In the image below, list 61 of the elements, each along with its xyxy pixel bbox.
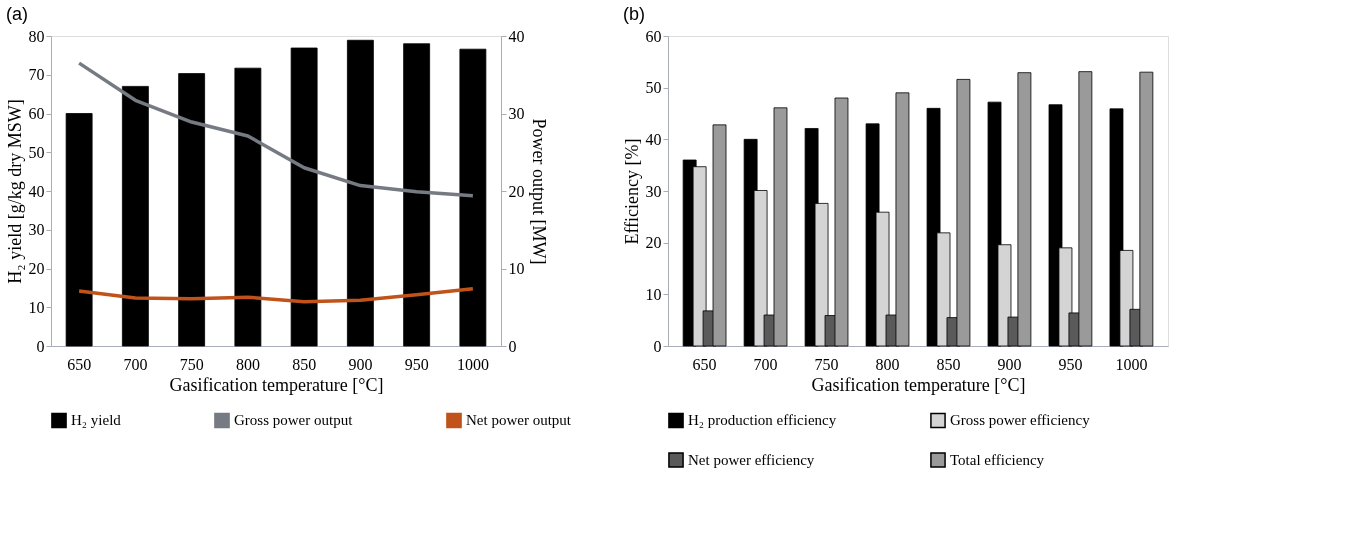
x-axis-title: Gasification temperature [°C]: [169, 374, 384, 395]
y2-tick-label: 30: [508, 105, 525, 122]
x-tick-label: 800: [875, 355, 900, 373]
x-tick-label: 700: [123, 355, 148, 373]
x-tick-label: 750: [179, 355, 204, 373]
y-axis-title: H₂ yield [g/kg dry MSW]: [4, 99, 25, 284]
y2-tick-label: 20: [508, 182, 525, 200]
y2-tick-label: 0: [508, 337, 517, 355]
y-tick-label: 20: [645, 234, 662, 252]
x-tick-label: 950: [404, 355, 429, 373]
bar: [346, 39, 374, 347]
legend-label: Net power output: [466, 412, 572, 429]
chart-title: (b): [623, 4, 645, 24]
y-tick-label: 30: [28, 221, 45, 239]
x-tick-label: 950: [1058, 355, 1083, 373]
chart-title: (a): [6, 4, 28, 24]
y-tick-label: 50: [28, 143, 45, 161]
legend-label: H₂ yield: [71, 412, 122, 429]
line-series: [77, 286, 475, 304]
x-axis-title: Gasification temperature [°C]: [811, 374, 1026, 395]
y-tick-label: 20: [28, 260, 45, 277]
x-tick-label: 750: [814, 355, 839, 373]
bar: [234, 67, 262, 347]
y-tick-label: 10: [28, 298, 45, 316]
x-tick-label: 650: [692, 355, 717, 373]
y-tick-label: 0: [653, 337, 662, 355]
y-tick-label: 10: [645, 285, 662, 303]
x-tick-label: 1000: [456, 355, 489, 373]
bar: [121, 85, 149, 347]
y2-tick-label: 10: [508, 260, 525, 277]
legend-label: H₂ production efficiency: [688, 412, 837, 429]
legend-label: Gross power output: [234, 412, 354, 429]
y2-axis-title: Power output [MW]: [528, 118, 549, 265]
y-tick-label: 30: [645, 182, 662, 200]
y-tick-label: 60: [645, 27, 662, 45]
bar: [178, 73, 206, 347]
x-tick-label: 650: [67, 355, 92, 373]
x-tick-label: 850: [292, 355, 317, 373]
legend-label: Total efficiency: [950, 452, 1045, 468]
y-tick-label: 70: [28, 66, 45, 84]
x-tick-label: 900: [348, 355, 373, 373]
bar: [65, 113, 93, 347]
bar: [290, 47, 318, 347]
legend-label: Gross power efficiency: [950, 412, 1091, 429]
y-tick-label: 60: [28, 105, 45, 122]
legend-label: Net power efficiency: [688, 452, 815, 468]
y-tick-label: 40: [645, 130, 662, 148]
bar: [403, 43, 431, 347]
y-tick-label: 80: [28, 27, 45, 45]
y2-tick-label: 40: [508, 27, 525, 45]
x-tick-label: 850: [936, 355, 961, 373]
bar: [459, 48, 487, 347]
x-tick-label: 1000: [1115, 355, 1148, 373]
x-tick-label: 800: [235, 355, 260, 373]
y-tick-label: 0: [36, 337, 45, 355]
y-axis-title: Efficiency [%]: [621, 138, 642, 245]
x-tick-label: 700: [753, 355, 778, 373]
line-series: [77, 61, 475, 198]
y-tick-label: 50: [645, 79, 662, 97]
y-tick-label: 40: [28, 182, 45, 200]
x-tick-label: 900: [997, 355, 1022, 373]
